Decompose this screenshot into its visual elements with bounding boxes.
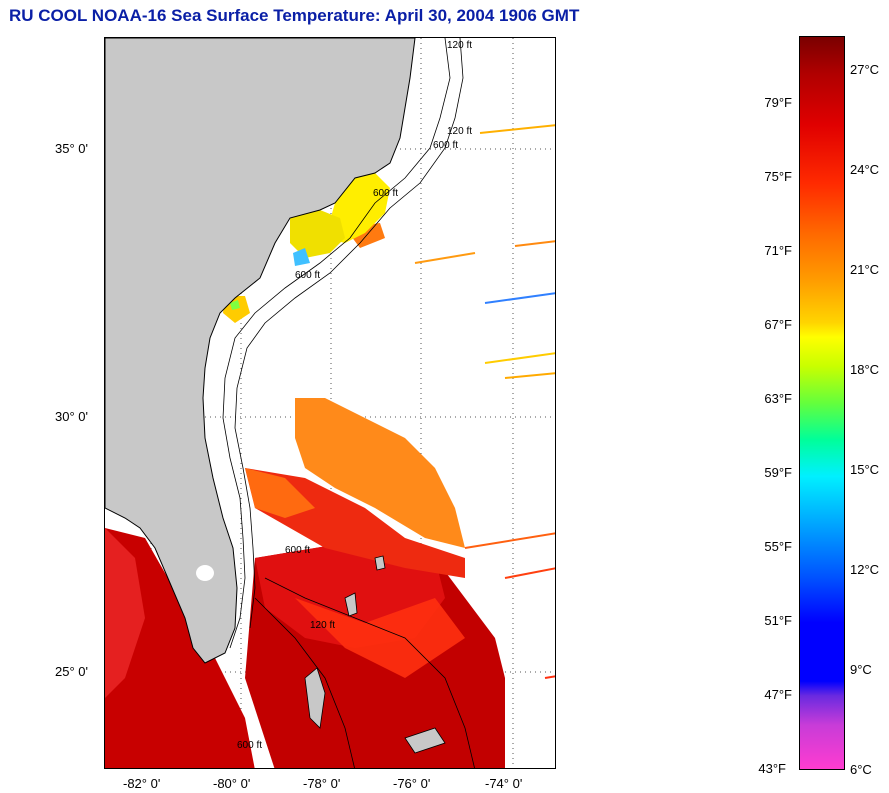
colorbar-celsius-label: 12°C (850, 562, 880, 577)
lon-label-78: -78° 0' (303, 776, 341, 791)
colorbar-fahrenheit-label: 67°F (764, 317, 792, 332)
colorbar-celsius-label: 6°C (850, 762, 872, 777)
colorbar-fahrenheit-label: 71°F (764, 243, 792, 258)
lon-label-80: -80° 0' (213, 776, 251, 791)
colorbar-celsius-label: 27°C (850, 62, 880, 77)
orange-sst-patches (245, 223, 465, 548)
colorbar-fahrenheit-label: 79°F (764, 95, 792, 110)
colorbar-fahrenheit-label: 75°F (764, 169, 792, 184)
lat-label-25: 25° 0' (55, 664, 88, 679)
colorbar-celsius-label: 15°C (850, 462, 880, 477)
lake-okeechobee (196, 565, 214, 581)
contour-label: 600 ft (285, 545, 310, 556)
lon-label-74: -74° 0' (485, 776, 523, 791)
colorbar-fahrenheit-label: 43°F (758, 761, 786, 776)
contour-label: 600 ft (373, 188, 398, 199)
cool-shelf-water (223, 173, 390, 323)
colorbar-celsius-label: 24°C (850, 162, 880, 177)
bahamas-islands (304, 555, 446, 754)
lat-label-30: 30° 0' (55, 409, 88, 424)
colorbar-fahrenheit-label: 51°F (764, 613, 792, 628)
land-southeast-us (105, 38, 416, 664)
contour-label: 120 ft (310, 620, 335, 631)
colorbar-celsius-label: 21°C (850, 262, 880, 277)
contour-label: 600 ft (237, 740, 262, 751)
sst-map: 120 ft 120 ft 600 ft 600 ft 600 ft 600 f… (104, 37, 556, 769)
lat-label-35: 35° 0' (55, 141, 88, 156)
colorbar-fahrenheit-label: 59°F (764, 465, 792, 480)
sst-map-canvas: 120 ft 120 ft 600 ft 600 ft 600 ft 600 f… (105, 38, 555, 768)
colorbar-fahrenheit-label: 55°F (764, 539, 792, 554)
contour-label: 600 ft (433, 140, 458, 151)
contour-label: 120 ft (447, 126, 472, 137)
scan-streaks (414, 124, 555, 679)
colorbar-fahrenheit-label: 47°F (764, 687, 792, 702)
map-title: RU COOL NOAA-16 Sea Surface Temperature:… (9, 6, 580, 25)
bathymetry-contours (222, 38, 475, 768)
colorbar-celsius-label: 9°C (850, 662, 872, 677)
colorbar-celsius-label: 18°C (850, 362, 880, 377)
contour-label: 600 ft (295, 270, 320, 281)
contour-label: 120 ft (447, 40, 472, 51)
temperature-colorbar (799, 36, 845, 770)
lon-label-82: -82° 0' (123, 776, 161, 791)
colorbar-fahrenheit-label: 63°F (764, 391, 792, 406)
lon-label-76: -76° 0' (393, 776, 431, 791)
